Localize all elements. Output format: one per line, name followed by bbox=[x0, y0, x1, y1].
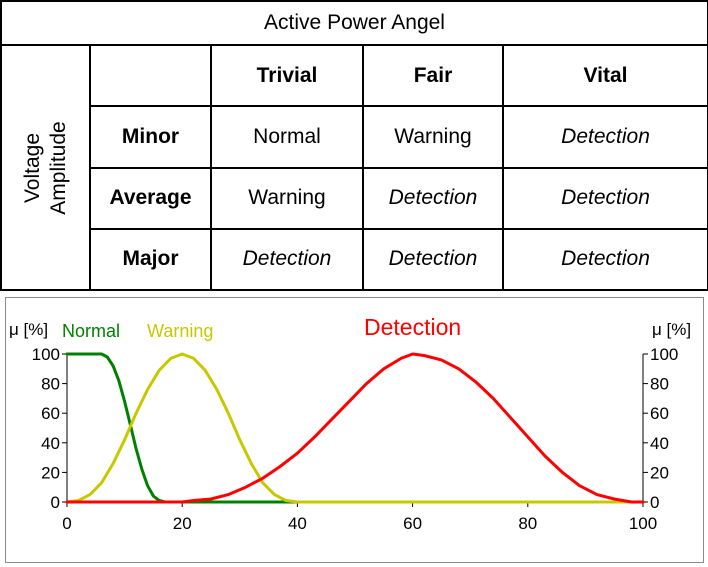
cell: Detection bbox=[501, 105, 708, 169]
y-tick-label-right: 40 bbox=[650, 434, 669, 453]
y-tick-label-left: 20 bbox=[41, 463, 60, 482]
y-tick-label-right: 20 bbox=[650, 463, 669, 482]
series-line-normal bbox=[65, 352, 645, 504]
x-tick-label: 0 bbox=[62, 514, 71, 533]
cell: Warning bbox=[362, 105, 504, 169]
y-tick-label-right: 80 bbox=[650, 375, 669, 394]
cell: Detection bbox=[362, 227, 504, 292]
series-label-warning: Warning bbox=[147, 321, 213, 341]
y-tick-label-right: 100 bbox=[650, 345, 678, 364]
y-tick-label-left: 80 bbox=[41, 375, 60, 394]
y-axis-label-left: μ [%] bbox=[9, 320, 48, 339]
series-label-detection: Detection bbox=[364, 314, 461, 340]
cell: Detection bbox=[501, 227, 708, 292]
x-tick-label: 60 bbox=[403, 514, 422, 533]
x-tick-label: 80 bbox=[518, 514, 537, 533]
membership-chart-frame bbox=[5, 297, 704, 563]
row-axis-label-cell: Voltage Amplitude bbox=[0, 44, 91, 291]
table-row-minor: Minor Normal Warning Detection bbox=[1, 105, 708, 169]
y-axis-label-right: μ [%] bbox=[652, 320, 691, 339]
table-row-major: Major Detection Detection Detection bbox=[1, 227, 708, 292]
cell: Normal bbox=[210, 105, 364, 169]
series-line-warning bbox=[65, 352, 645, 504]
y-tick-label-left: 0 bbox=[51, 493, 60, 512]
y-tick-label-left: 40 bbox=[41, 434, 60, 453]
x-tick-label: 20 bbox=[173, 514, 192, 533]
row-header-major: Major bbox=[89, 227, 212, 292]
series-lines bbox=[65, 352, 645, 504]
table-title: Active Power Angel bbox=[0, 0, 708, 46]
x-tick-label: 40 bbox=[288, 514, 307, 533]
rule-table: Active Power Angel Voltage Amplitude Tri… bbox=[0, 0, 708, 292]
cell: Detection bbox=[362, 166, 504, 230]
x-tick-label: 100 bbox=[629, 514, 657, 533]
cell: Detection bbox=[210, 227, 364, 292]
series-line-detection bbox=[65, 352, 645, 504]
y-tick-label-left: 60 bbox=[41, 404, 60, 423]
cell: Warning bbox=[210, 166, 364, 230]
cell: Detection bbox=[501, 166, 708, 230]
column-header-trivial: Trivial bbox=[210, 43, 364, 108]
y-tick-label-left: 100 bbox=[32, 345, 60, 364]
table-row-average: Average Warning Detection Detection bbox=[1, 166, 708, 230]
row-header-average: Average bbox=[89, 166, 212, 230]
column-header-fair: Fair bbox=[362, 43, 504, 108]
y-tick-label-right: 0 bbox=[650, 493, 659, 512]
corner-cell bbox=[89, 43, 212, 108]
axes bbox=[62, 353, 648, 507]
table-title-row: Active Power Angel bbox=[0, 0, 708, 46]
series-label-normal: Normal bbox=[62, 321, 120, 341]
table-header-row: Voltage Amplitude Trivial Fair Vital bbox=[0, 43, 708, 291]
y-tick-label-right: 60 bbox=[650, 404, 669, 423]
column-header-vital: Vital bbox=[501, 43, 708, 108]
row-header-minor: Minor bbox=[89, 105, 212, 169]
